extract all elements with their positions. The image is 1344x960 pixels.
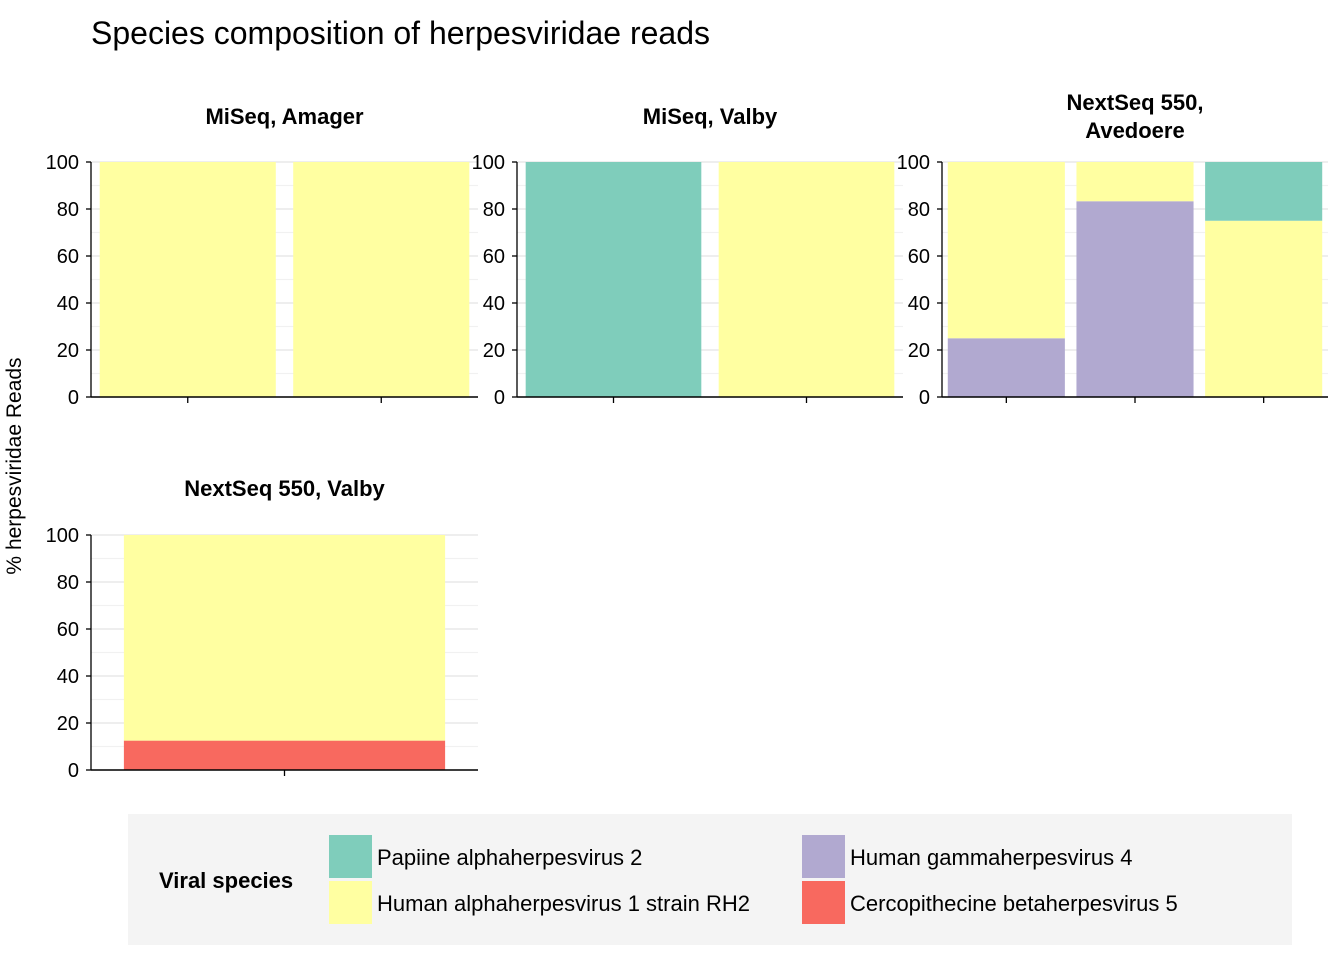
y-tick-label: 20 bbox=[483, 340, 505, 362]
facet-panel: 0 20 40 60 80 100 NextSeq 550, Avedoere bbox=[897, 90, 1328, 409]
y-tick-label: 100 bbox=[46, 525, 79, 547]
y-tick-label: 20 bbox=[908, 340, 930, 362]
bar-segment-human-alphaherpesvirus-1-strain-rh2 bbox=[718, 162, 895, 397]
y-tick-label: 60 bbox=[483, 246, 505, 268]
bar-segment-human-alphaherpesvirus-1-strain-rh2 bbox=[947, 162, 1065, 339]
y-tick-label: 20 bbox=[57, 340, 79, 362]
bar-segment-human-gammaherpesvirus-4 bbox=[947, 338, 1065, 397]
bar-segment-cercopithecine-betaherpesvirus-5 bbox=[123, 740, 446, 770]
y-tick-label: 40 bbox=[57, 666, 79, 688]
bar-segment-human-alphaherpesvirus-1-strain-rh2 bbox=[293, 162, 470, 397]
legend-label: Papiine alphaherpesvirus 2 bbox=[377, 845, 642, 870]
bar-segment-human-alphaherpesvirus-1-strain-rh2 bbox=[99, 162, 276, 397]
bar-segment-papiine-alphaherpesvirus-2 bbox=[525, 162, 702, 397]
y-tick-label: 100 bbox=[897, 152, 930, 174]
facet-title: MiSeq, Amager bbox=[205, 104, 364, 129]
y-tick-label: 60 bbox=[57, 246, 79, 268]
y-tick-label: 0 bbox=[68, 387, 79, 409]
y-tick-label: 60 bbox=[908, 246, 930, 268]
legend-swatch bbox=[329, 835, 372, 878]
y-tick-label: 80 bbox=[57, 572, 79, 594]
legend-item-cercopithecine-betaherpesvirus-5: Cercopithecine betaherpesvirus 5 bbox=[802, 881, 1178, 924]
y-tick-label: 80 bbox=[908, 199, 930, 221]
chart-title: Species composition of herpesviridae rea… bbox=[91, 15, 710, 51]
legend-item-papiine-alphaherpesvirus-2: Papiine alphaherpesvirus 2 bbox=[329, 835, 642, 878]
y-tick-label: 80 bbox=[483, 199, 505, 221]
legend-label: Human gammaherpesvirus 4 bbox=[850, 845, 1132, 870]
bar-segment-human-gammaherpesvirus-4 bbox=[1076, 201, 1194, 397]
facet-panel: 0 20 40 60 80 100 MiSeq, Amager bbox=[46, 104, 478, 409]
y-axis-label: % herpesviridae Reads bbox=[3, 357, 26, 574]
bar-segment-human-alphaherpesvirus-1-strain-rh2 bbox=[1076, 162, 1194, 202]
y-tick-label: 40 bbox=[908, 293, 930, 315]
facet-panels: 0 20 40 60 80 100 MiSeq, Amager 0 20 40 60 80 100 MiS… bbox=[46, 90, 1328, 782]
facet-panel: 0 20 40 60 80 100 NextSeq 550, Valby bbox=[46, 476, 478, 782]
y-tick-label: 0 bbox=[68, 760, 79, 782]
legend: Viral species Papiine alphaherpesvirus 2 H… bbox=[128, 814, 1292, 945]
legend-label: Cercopithecine betaherpesvirus 5 bbox=[850, 891, 1178, 916]
legend-swatch bbox=[329, 881, 372, 924]
bar-segment-papiine-alphaherpesvirus-2 bbox=[1205, 162, 1323, 221]
y-tick-label: 0 bbox=[919, 387, 930, 409]
bar-segment-human-alphaherpesvirus-1-strain-rh2 bbox=[1205, 220, 1323, 397]
y-tick-label: 0 bbox=[494, 387, 505, 409]
legend-label: Human alphaherpesvirus 1 strain RH2 bbox=[377, 891, 750, 916]
y-tick-label: 20 bbox=[57, 713, 79, 735]
legend-swatch bbox=[802, 881, 845, 924]
legend-background bbox=[128, 814, 1292, 945]
y-tick-label: 80 bbox=[57, 199, 79, 221]
y-tick-label: 40 bbox=[57, 293, 79, 315]
y-tick-label: 40 bbox=[483, 293, 505, 315]
legend-title: Viral species bbox=[159, 868, 293, 893]
legend-item-human-alphaherpesvirus-1-strain-rh2: Human alphaherpesvirus 1 strain RH2 bbox=[329, 881, 750, 924]
facet-panel: 0 20 40 60 80 100 MiSeq, Valby bbox=[472, 104, 903, 409]
legend-item-human-gammaherpesvirus-4: Human gammaherpesvirus 4 bbox=[802, 835, 1132, 878]
y-tick-label: 100 bbox=[46, 152, 79, 174]
facet-title: NextSeq 550, Valby bbox=[184, 476, 385, 501]
y-tick-label: 100 bbox=[472, 152, 505, 174]
bar-segment-human-alphaherpesvirus-1-strain-rh2 bbox=[123, 535, 446, 741]
facet-title: NextSeq 550, Avedoere bbox=[1067, 90, 1204, 143]
legend-swatch bbox=[802, 835, 845, 878]
y-tick-label: 60 bbox=[57, 619, 79, 641]
facet-title: MiSeq, Valby bbox=[643, 104, 778, 129]
